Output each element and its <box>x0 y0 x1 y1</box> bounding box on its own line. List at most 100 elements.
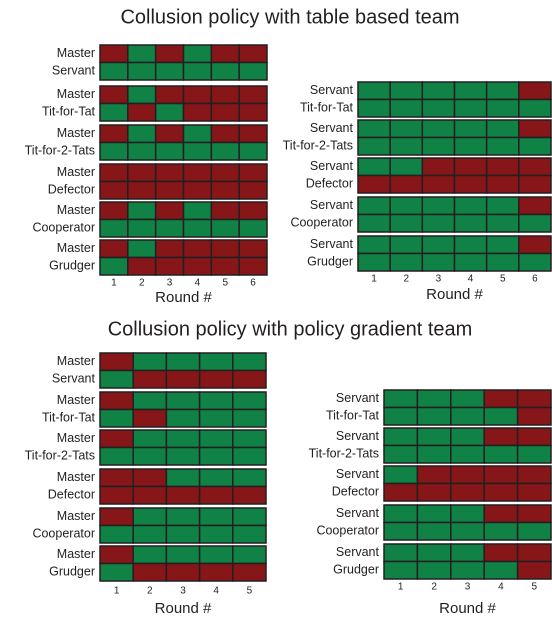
action-cell <box>165 507 201 527</box>
action-cell <box>132 507 168 527</box>
action-cell <box>99 391 134 411</box>
action-cell <box>210 256 240 276</box>
action-cell <box>516 560 552 580</box>
action-cell <box>210 124 240 144</box>
x-axis-label: Round # <box>439 600 496 617</box>
action-cell <box>416 465 452 485</box>
action-cell <box>165 408 201 428</box>
action-cell <box>154 163 185 183</box>
player-label: Grudger <box>333 563 379 577</box>
action-cell <box>453 98 488 118</box>
action-cell <box>238 201 268 221</box>
action-cell <box>485 213 520 233</box>
action-cell <box>182 44 213 64</box>
action-cell <box>383 504 419 524</box>
action-cell <box>182 61 213 81</box>
player-label: Grudger <box>49 259 95 273</box>
action-cell <box>518 196 552 216</box>
action-cell <box>485 157 520 177</box>
action-cell <box>182 201 213 221</box>
action-cell <box>516 465 552 485</box>
action-cell <box>198 408 234 428</box>
action-cell <box>453 81 488 101</box>
action-cell <box>132 545 168 565</box>
player-label: Tit-for-2-Tats <box>309 447 379 461</box>
action-cell <box>453 213 488 233</box>
x-axis-label: Round # <box>426 286 483 303</box>
action-cell <box>450 444 485 464</box>
action-cell <box>154 239 185 259</box>
action-cell <box>357 174 391 194</box>
player-label: Master <box>57 431 95 445</box>
action-cell <box>132 391 168 411</box>
action-cell <box>357 136 391 156</box>
action-cell <box>99 256 129 276</box>
action-cell <box>518 98 552 118</box>
action-cell <box>518 81 552 101</box>
action-cell <box>127 218 157 238</box>
player-label: Master <box>57 165 95 179</box>
action-cell <box>99 201 129 221</box>
action-cell <box>450 389 485 409</box>
player-label: Grudger <box>307 255 353 269</box>
action-cell <box>99 218 129 238</box>
action-cell <box>165 391 201 411</box>
action-cell <box>516 504 552 524</box>
action-cell <box>210 85 240 105</box>
action-cell <box>99 239 129 259</box>
action-cell <box>516 521 552 541</box>
action-cell <box>389 174 424 194</box>
player-label: Grudger <box>49 565 95 579</box>
action-cell <box>416 444 452 464</box>
action-cell <box>416 482 452 502</box>
player-label: Servant <box>310 83 354 97</box>
action-cell <box>154 124 185 144</box>
action-cell <box>238 163 268 183</box>
action-cell <box>198 429 234 449</box>
action-cell <box>450 543 485 563</box>
round-tick-label: 4 <box>468 274 474 285</box>
player-label: Defector <box>48 183 95 197</box>
action-cell <box>210 218 240 238</box>
action-cell <box>232 352 267 372</box>
action-cell <box>485 81 520 101</box>
action-cell <box>357 81 391 101</box>
action-cell <box>99 44 129 64</box>
player-label: Master <box>57 126 95 140</box>
action-cell <box>99 61 129 81</box>
player-label: Tit-for-2-Tats <box>283 139 353 153</box>
action-cell <box>232 429 267 449</box>
action-cell <box>154 218 185 238</box>
action-cell <box>127 61 157 81</box>
action-cell <box>165 562 201 582</box>
action-cell <box>165 545 201 565</box>
action-cell <box>483 560 519 580</box>
action-cell <box>485 196 520 216</box>
section-title: Collusion policy with policy gradient te… <box>108 318 473 340</box>
action-cell <box>518 119 552 139</box>
round-tick-label: 1 <box>398 582 404 593</box>
action-cell <box>154 141 185 161</box>
player-label: Master <box>57 241 95 255</box>
player-label: Servant <box>336 467 380 481</box>
round-tick-label: 5 <box>532 582 538 593</box>
action-cell <box>357 196 391 216</box>
action-cell <box>483 543 519 563</box>
action-cell <box>389 119 424 139</box>
action-cell <box>416 427 452 447</box>
player-label: Servant <box>336 391 380 405</box>
action-cell <box>516 389 552 409</box>
x-axis-label: Round # <box>155 289 212 306</box>
action-cell <box>389 196 424 216</box>
player-label: Servant <box>310 198 354 212</box>
action-cell <box>453 196 488 216</box>
action-cell <box>127 124 157 144</box>
action-cell <box>99 507 134 527</box>
action-cell <box>518 235 552 255</box>
action-cell <box>232 391 267 411</box>
action-cell <box>127 102 157 122</box>
action-cell <box>182 163 213 183</box>
action-cell <box>238 61 268 81</box>
action-cell <box>127 239 157 259</box>
